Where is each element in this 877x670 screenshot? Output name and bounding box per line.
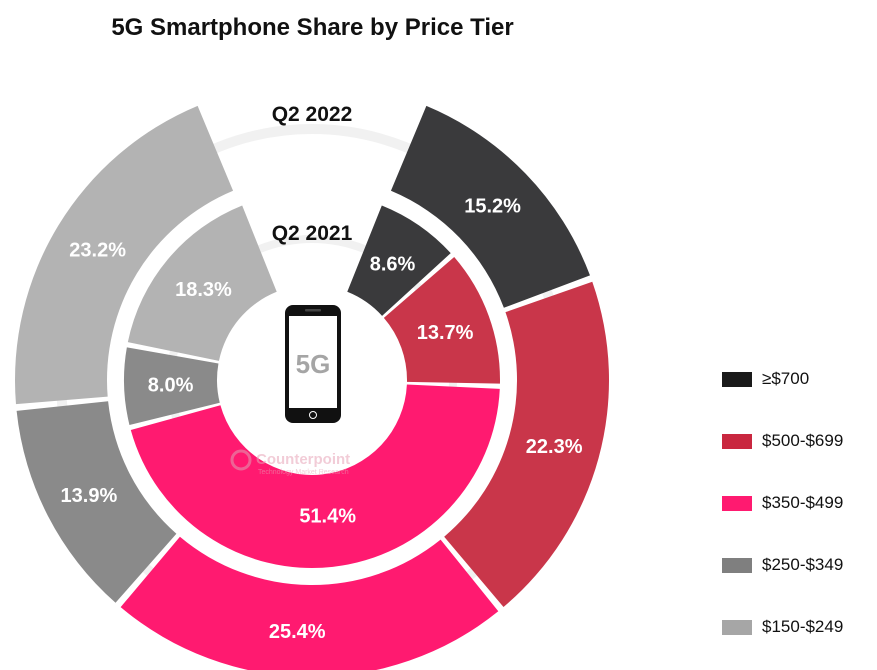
legend-label: ≥$700 [762,369,810,388]
legend-label: $500-$699 [762,431,844,450]
inner-ring-segment-3 [123,347,220,425]
inner-ring-segment-1 [383,257,500,384]
inner-ring-value-label-2: 51.4% [299,506,356,528]
watermark-brand: Counterpoint [256,451,350,468]
outer-ring-value-label-3: 13.9% [61,485,118,507]
outer-ring-value-label-1: 22.3% [526,436,583,458]
legend-item: ≥$700 [722,348,843,410]
inner-ring-value-label-0: 8.6% [370,254,416,276]
outer-ring-value-label-4: 23.2% [69,239,126,261]
legend-label: $350-$499 [762,493,844,512]
outer-ring-segment-1 [444,281,609,608]
inner-ring-value-label-3: 8.0% [148,375,194,397]
outer-ring-segment-2 [120,536,499,670]
legend: ≥$700 $500-$699 $350-$499 $250-$349 $150-$24… [722,348,843,658]
outer-ring-value-label-2: 25.4% [269,621,326,643]
outer-ring-title: Q2 2022 [272,103,353,126]
legend-item: $150-$249 [722,596,843,658]
legend-swatch [722,557,752,573]
inner-ring-value-label-1: 13.7% [417,322,474,344]
outer-ring-value-label-0: 15.2% [464,196,521,218]
inner-ring-segment-4 [127,205,277,361]
legend-swatch [722,495,752,511]
inner-ring-title: Q2 2021 [272,222,353,245]
smartphone-icon: 5G [285,305,341,423]
inner-ring-value-label-4: 18.3% [175,279,232,301]
legend-swatch [722,619,752,635]
legend-swatch [722,433,752,449]
legend-item: $500-$699 [722,410,843,472]
inner-ring-segment-2 [130,384,500,568]
outer-ring-segment-4 [15,105,234,405]
center-5g-label: 5G [296,349,331,379]
legend-item: $250-$349 [722,534,843,596]
watermark-tagline: Technology Market Research [258,469,349,476]
inner-ring-segment-0 [347,205,451,316]
outer-ring-segment-0 [390,105,590,308]
legend-swatch [722,371,752,387]
legend-label: $250-$349 [762,555,844,574]
counterpoint-logo-icon [230,449,252,471]
chart-title: 5G Smartphone Share by Price Tier [111,14,514,41]
legend-item: $350-$499 [722,472,843,534]
legend-label: $150-$249 [762,617,844,636]
outer-ring-segment-3 [16,401,177,603]
